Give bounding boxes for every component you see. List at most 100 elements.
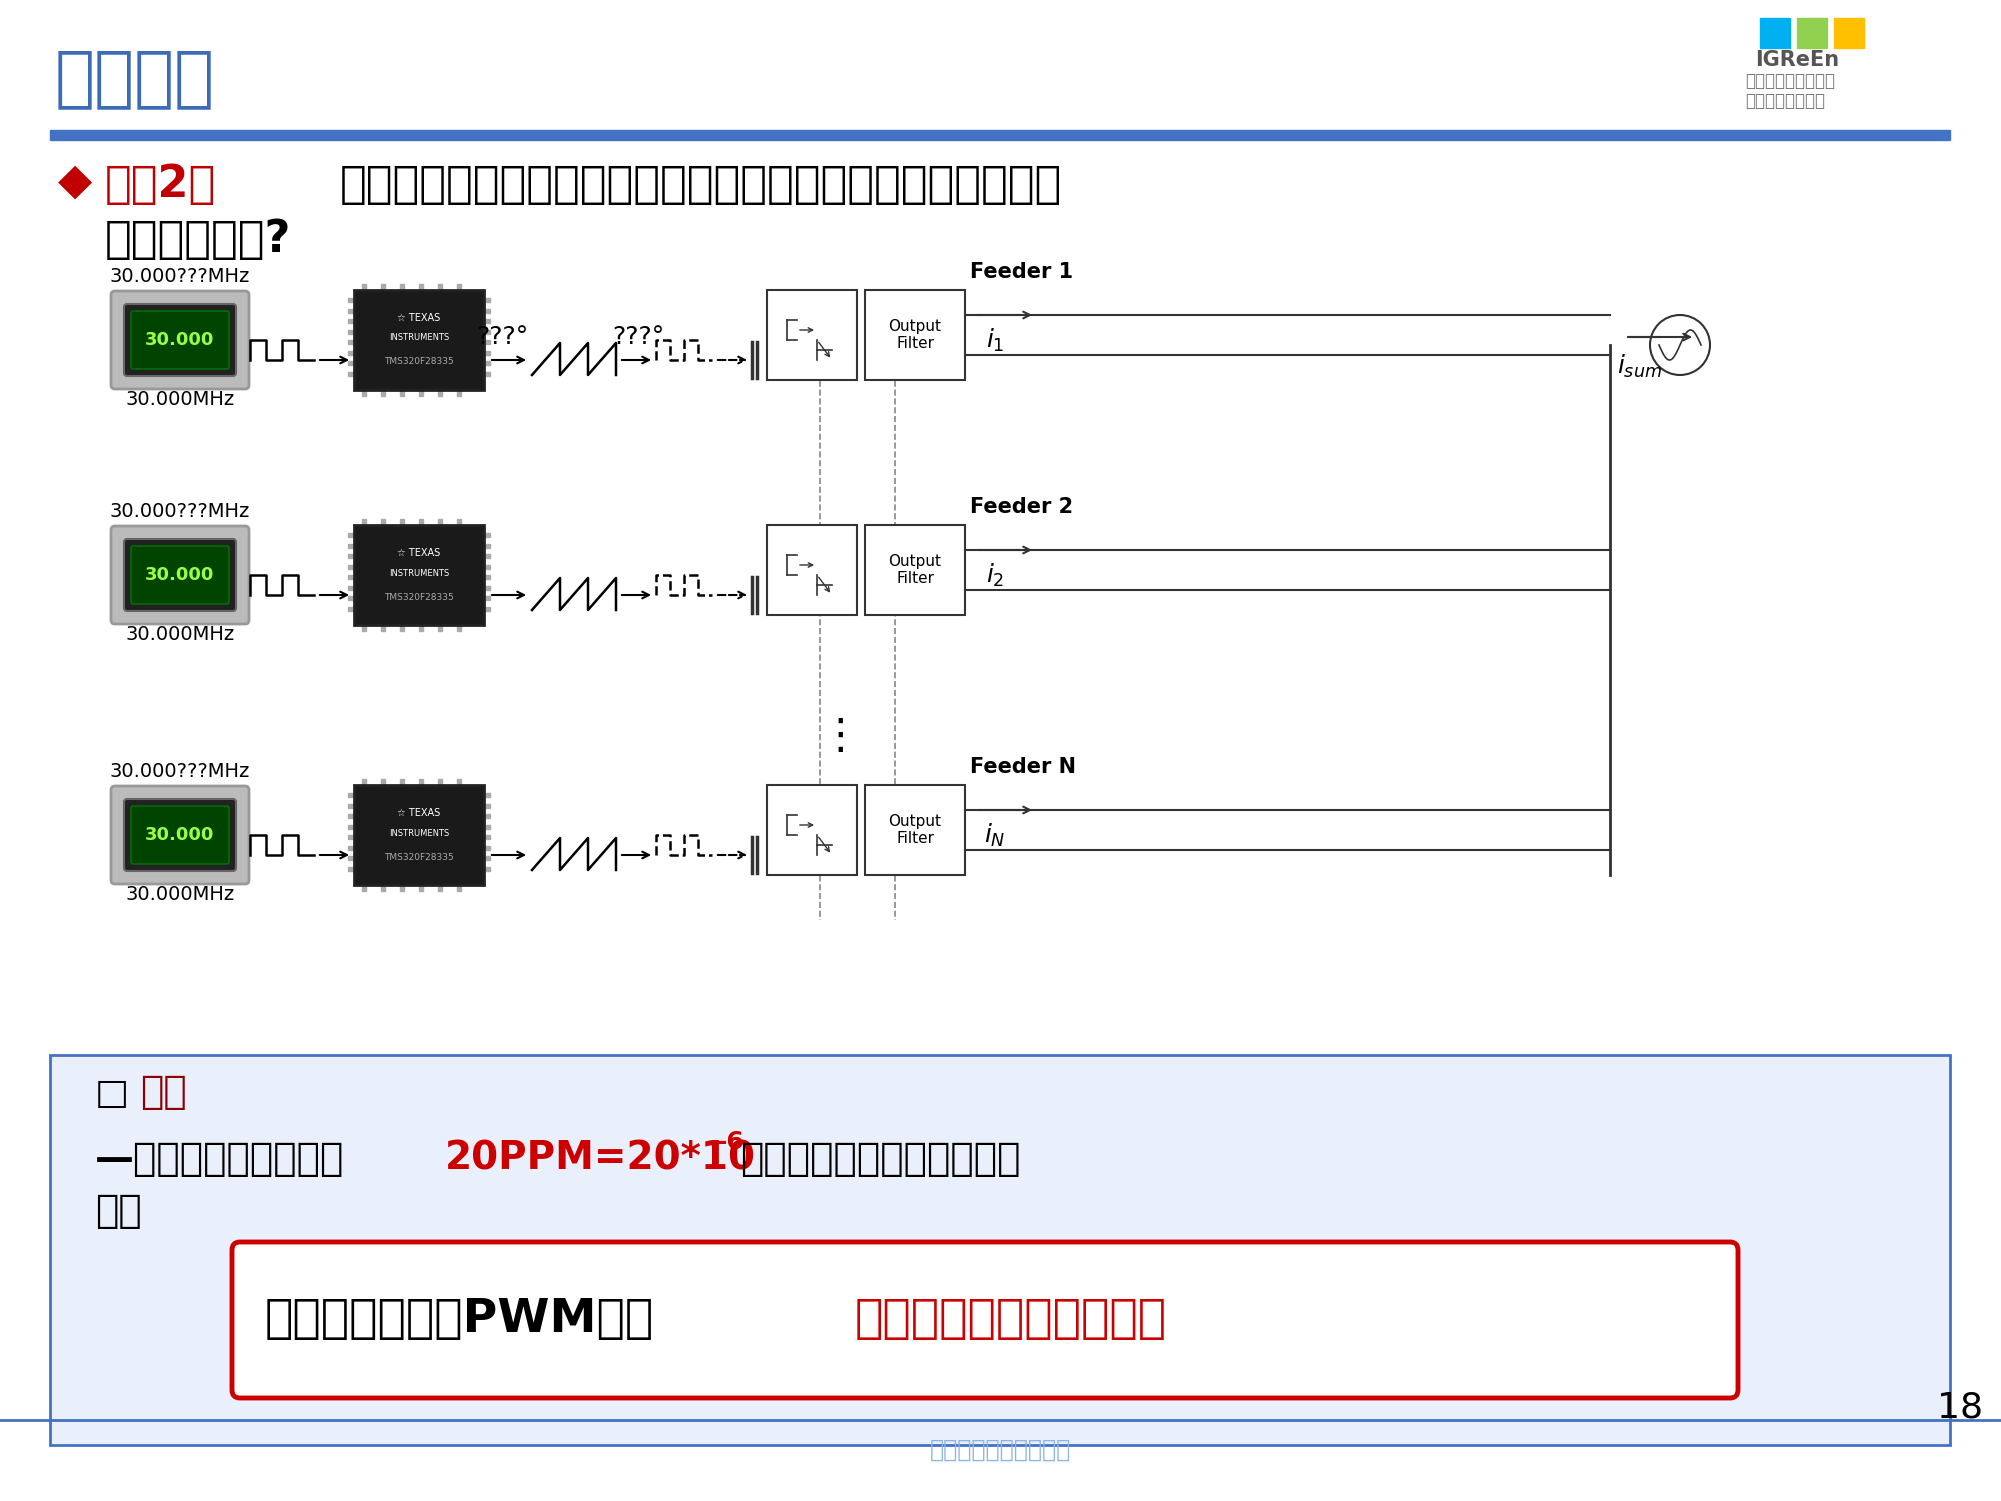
Text: 晶振存在误差，如何让脉宽调制波相位固定在最佳相位位置，: 晶振存在误差，如何让脉宽调制波相位固定在最佳相位位置，: [340, 164, 1063, 206]
Bar: [766, 290, 856, 380]
Bar: [362, 624, 366, 630]
Bar: [484, 309, 490, 312]
Bar: [418, 390, 422, 396]
Bar: [362, 519, 366, 525]
Bar: [348, 824, 354, 829]
Text: INSTRUMENTS: INSTRUMENTS: [388, 333, 448, 342]
Bar: [362, 779, 366, 785]
Text: 基本原理: 基本原理: [54, 45, 214, 111]
Bar: [400, 886, 404, 892]
FancyBboxPatch shape: [124, 799, 236, 871]
Bar: [348, 596, 354, 600]
Bar: [418, 779, 422, 785]
Text: Output
Filter: Output Filter: [888, 814, 942, 847]
Bar: [348, 554, 354, 558]
Bar: [50, 131, 1951, 140]
Bar: [484, 362, 490, 365]
Bar: [484, 554, 490, 558]
FancyBboxPatch shape: [50, 1055, 1951, 1445]
Bar: [484, 835, 490, 839]
Bar: [438, 886, 442, 892]
Bar: [380, 390, 384, 396]
Bar: [456, 886, 460, 892]
Bar: [348, 341, 354, 344]
Text: ☆ TEXAS: ☆ TEXAS: [398, 548, 440, 558]
Bar: [400, 519, 404, 525]
Text: 山东大学可再生能源: 山东大学可再生能源: [1745, 72, 1835, 90]
Bar: [456, 779, 460, 785]
Text: $i_2$: $i_2$: [986, 561, 1005, 590]
Bar: [380, 886, 384, 892]
Text: 《电工技术学报》发布: 《电工技术学报》发布: [928, 1438, 1071, 1462]
Bar: [438, 519, 442, 525]
Text: Feeder 1: Feeder 1: [970, 263, 1073, 282]
Bar: [418, 624, 422, 630]
Bar: [400, 779, 404, 785]
Bar: [418, 284, 422, 290]
Text: 响。: 响。: [94, 1192, 142, 1229]
Text: 与智能电网研究所: 与智能电网研究所: [1745, 92, 1825, 110]
Bar: [484, 606, 490, 611]
Text: ???°: ???°: [612, 326, 664, 350]
Bar: [484, 793, 490, 797]
Text: ☆ TEXAS: ☆ TEXAS: [398, 808, 440, 818]
Bar: [484, 585, 490, 590]
Bar: [484, 341, 490, 344]
Bar: [864, 290, 964, 380]
Text: 30.000???MHz: 30.000???MHz: [110, 267, 250, 287]
Bar: [348, 351, 354, 354]
Bar: [484, 866, 490, 871]
Bar: [484, 824, 490, 829]
Bar: [484, 330, 490, 333]
Bar: [456, 390, 460, 396]
Bar: [484, 596, 490, 600]
Bar: [400, 284, 404, 290]
Bar: [864, 525, 964, 615]
Text: ⋮: ⋮: [818, 714, 860, 757]
Bar: [348, 585, 354, 590]
Text: 30.000: 30.000: [146, 332, 214, 350]
Text: 30.000???MHz: 30.000???MHz: [110, 501, 250, 521]
Bar: [380, 779, 384, 785]
FancyBboxPatch shape: [110, 787, 248, 884]
Text: INSTRUMENTS: INSTRUMENTS: [388, 829, 448, 838]
Text: 20PPM=20*10: 20PPM=20*10: [444, 1139, 756, 1178]
Bar: [354, 785, 484, 886]
Text: ???°: ???°: [476, 326, 528, 350]
Text: -6: -6: [716, 1130, 744, 1154]
Bar: [484, 533, 490, 537]
Text: IGReEn: IGReEn: [1755, 50, 1839, 71]
Bar: [864, 785, 964, 875]
Bar: [1761, 18, 1791, 48]
Text: ，晶振误差受其工作环境影: ，晶振误差受其工作环境影: [740, 1139, 1021, 1178]
Bar: [438, 390, 442, 396]
Bar: [484, 351, 490, 354]
Text: 30.000MHz: 30.000MHz: [126, 886, 234, 904]
Bar: [348, 543, 354, 548]
Bar: [1835, 18, 1865, 48]
Bar: [380, 624, 384, 630]
Bar: [348, 330, 354, 333]
Text: 不随时间变化?: 不随时间变化?: [104, 218, 292, 261]
Bar: [348, 835, 354, 839]
Bar: [362, 284, 366, 290]
Bar: [348, 320, 354, 323]
Bar: [380, 284, 384, 290]
Bar: [348, 814, 354, 818]
Text: $i_{sum}$: $i_{sum}$: [1617, 353, 1663, 380]
Bar: [348, 372, 354, 375]
Text: 30.000???MHz: 30.000???MHz: [110, 763, 250, 781]
Bar: [348, 309, 354, 312]
FancyBboxPatch shape: [110, 291, 248, 389]
FancyBboxPatch shape: [130, 806, 228, 865]
Bar: [418, 519, 422, 525]
Text: □: □: [94, 1078, 130, 1111]
Text: Output
Filter: Output Filter: [888, 318, 942, 351]
Bar: [400, 390, 404, 396]
Text: Output
Filter: Output Filter: [888, 554, 942, 587]
Bar: [348, 856, 354, 860]
Bar: [484, 320, 490, 323]
Bar: [362, 390, 366, 396]
Text: 问题2：: 问题2：: [104, 164, 216, 206]
FancyBboxPatch shape: [130, 546, 228, 603]
